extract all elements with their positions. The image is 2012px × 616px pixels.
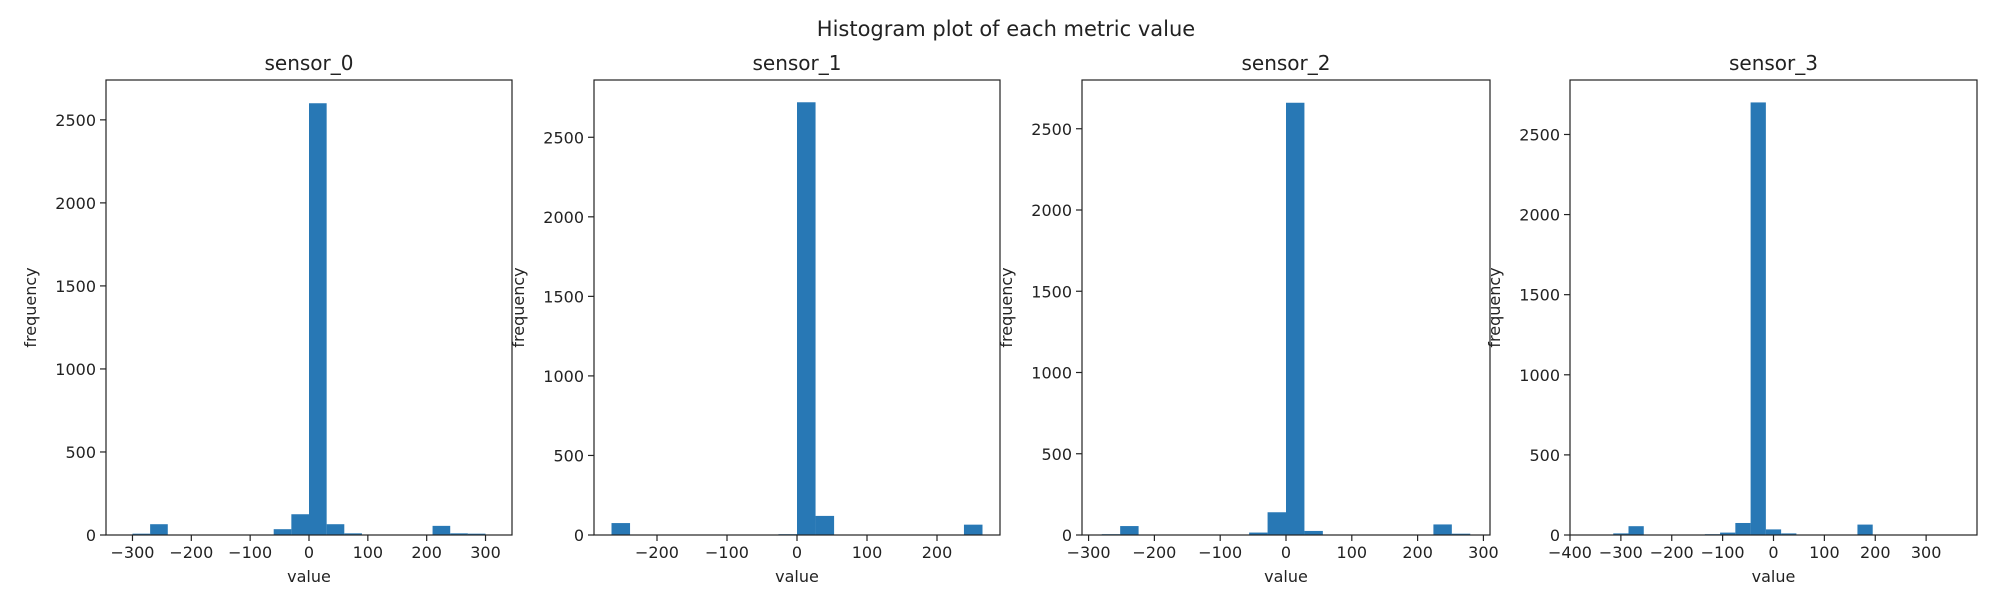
histogram-bar (1628, 526, 1644, 535)
y-tick-label: 1500 (1031, 282, 1072, 301)
x-tick-label: 200 (411, 543, 442, 562)
x-tick-label: 100 (353, 543, 384, 562)
figure-title: Histogram plot of each metric value (817, 17, 1195, 41)
histogram-bar (815, 515, 835, 535)
y-tick-label: 1500 (543, 287, 584, 306)
y-tick-label: 500 (65, 443, 96, 462)
y-tick-label: 0 (574, 526, 584, 545)
y-tick-label: 0 (1550, 526, 1560, 545)
y-axis-label: frequency (509, 267, 528, 347)
histogram-bar (1304, 530, 1323, 535)
histogram-bar (1286, 102, 1305, 535)
y-tick-label: 0 (1062, 526, 1072, 545)
y-tick-label: 2500 (1519, 125, 1560, 144)
y-axis-label: frequency (997, 267, 1016, 347)
x-axis-label: value (1264, 567, 1308, 586)
histogram-bar (132, 533, 151, 535)
x-tick-label: −300 (111, 543, 155, 562)
x-tick-label: −100 (1701, 543, 1745, 562)
x-tick-label: 100 (1809, 543, 1840, 562)
x-tick-label: −300 (1067, 543, 1111, 562)
histogram-bar (1765, 529, 1782, 535)
y-tick-label: 1000 (55, 360, 96, 379)
histogram-bar (1433, 524, 1452, 535)
histogram-panel-sensor_3: −400 −300 −200 −100 0 100 200 300 0 500 1000 1500 20… (1485, 51, 1978, 586)
histogram-bar (1750, 102, 1766, 536)
x-axis-label: value (1752, 567, 1796, 586)
histogram-panel-sensor_2: −300 −200 −100 0 100 200 300 0 500 1000 1500 2000 25… (997, 51, 1499, 586)
histogram-bar (963, 524, 983, 535)
x-tick-label: 300 (470, 543, 501, 562)
x-tick-label: −200 (169, 543, 213, 562)
y-tick-label: 2500 (543, 128, 584, 147)
x-tick-label: 200 (1402, 543, 1433, 562)
histogram-bar (1267, 512, 1286, 535)
y-tick-label: 1000 (543, 367, 584, 386)
histogram-bar (326, 524, 345, 535)
histogram-bar (432, 525, 451, 535)
y-axis-label: frequency (1485, 267, 1504, 347)
histogram-panel-sensor_1: −200 −100 0 100 20005001000150020002500senso… (509, 51, 1001, 586)
y-tick-label: 0 (86, 526, 96, 545)
histogram-bar (273, 529, 292, 535)
histogram-bar (1857, 524, 1873, 535)
panel-title: sensor_2 (1241, 51, 1330, 75)
histogram-panel-sensor_0: −300 −200 −100 0 100 200 300 0 500 1000 1500 2000 25… (21, 51, 513, 586)
histogram-bar (1735, 522, 1751, 535)
histogram-bar (1720, 532, 1736, 535)
histogram-bar (797, 102, 816, 535)
y-tick-label: 1000 (1519, 366, 1560, 385)
histogram-bar (344, 533, 362, 535)
y-tick-label: 1500 (1519, 286, 1560, 305)
x-tick-label: 0 (792, 543, 802, 562)
histogram-bar (1613, 533, 1629, 535)
y-tick-label: 1500 (55, 277, 96, 296)
histogram-bar (1451, 533, 1471, 535)
x-tick-label: −100 (228, 543, 272, 562)
y-tick-label: 500 (553, 446, 584, 465)
panel-title: sensor_3 (1729, 51, 1818, 75)
panel-title: sensor_0 (264, 51, 353, 75)
y-tick-label: 500 (1529, 446, 1560, 465)
histogram-bar (611, 523, 631, 535)
plot-frame (1569, 79, 1978, 536)
histogram-bar (150, 524, 168, 535)
y-tick-label: 2500 (55, 111, 96, 130)
panel-title: sensor_1 (752, 51, 841, 75)
histogram-bar (309, 103, 327, 536)
histogram-bar (450, 533, 468, 535)
y-axis-label: frequency (21, 267, 40, 347)
y-tick-label: 2000 (55, 194, 96, 213)
x-tick-label: 300 (1468, 543, 1499, 562)
x-tick-label: −100 (1198, 543, 1242, 562)
x-tick-label: −400 (1548, 543, 1592, 562)
y-tick-label: 500 (1041, 445, 1072, 464)
histogram-bar (1781, 533, 1797, 535)
histogram-bar (1249, 532, 1268, 535)
histogram-bar (1120, 526, 1139, 535)
x-tick-label: −300 (1599, 543, 1643, 562)
x-axis-label: value (287, 567, 331, 586)
x-tick-label: 100 (852, 543, 883, 562)
y-tick-label: 1000 (1031, 364, 1072, 383)
y-tick-label: 2000 (543, 208, 584, 227)
x-tick-label: −200 (1132, 543, 1176, 562)
y-tick-label: 2500 (1031, 120, 1072, 139)
x-tick-label: 0 (1768, 543, 1778, 562)
x-tick-label: 0 (1281, 543, 1291, 562)
x-tick-label: 100 (1337, 543, 1368, 562)
x-tick-label: −100 (705, 543, 749, 562)
histogram-bar (467, 533, 486, 535)
x-axis-label: value (775, 567, 819, 586)
histogram-bar (291, 514, 309, 535)
x-tick-label: −200 (635, 543, 679, 562)
y-tick-label: 2000 (1031, 201, 1072, 220)
x-tick-label: 300 (1911, 543, 1942, 562)
x-tick-label: 0 (304, 543, 314, 562)
x-tick-label: −200 (1650, 543, 1694, 562)
y-tick-label: 2000 (1519, 206, 1560, 225)
x-tick-label: 200 (1860, 543, 1891, 562)
x-tick-label: 200 (922, 543, 953, 562)
